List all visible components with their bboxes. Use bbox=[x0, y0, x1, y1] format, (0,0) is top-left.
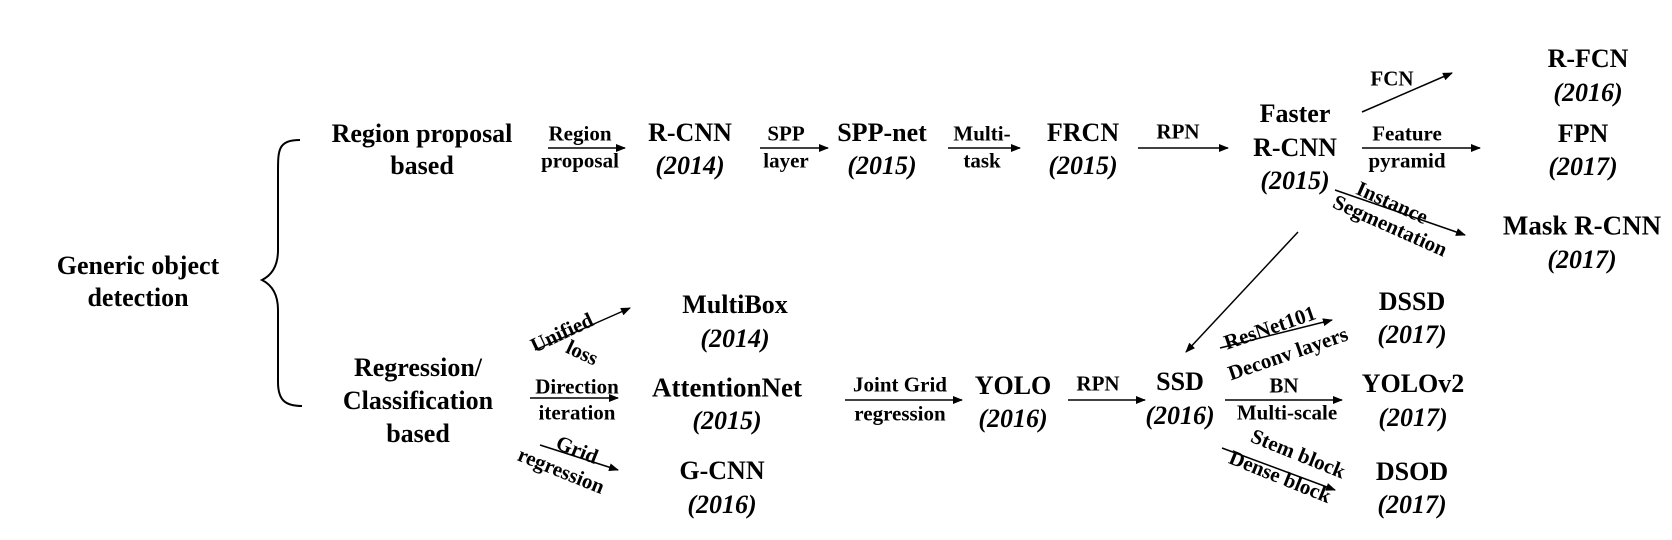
arrow-faster-rcnn-to-ssd bbox=[1185, 231, 1299, 353]
node-multibox-year: (2014) bbox=[700, 324, 770, 353]
edge-label-direction-iteration-line2: iteration bbox=[538, 400, 616, 425]
arrow-unified-loss bbox=[534, 307, 631, 351]
node-yolo-year: (2016) bbox=[978, 404, 1048, 433]
node-rcnn-year: (2014) bbox=[655, 151, 725, 180]
node-dsod-name: DSOD bbox=[1375, 457, 1449, 486]
node-attentionnet-name: AttentionNet bbox=[652, 372, 802, 403]
edge-label-feature-pyramid-line1: Feature bbox=[1372, 121, 1442, 146]
edge-label-feature-pyramid-line2: pyramid bbox=[1368, 148, 1446, 173]
arrow-instance-segmentation bbox=[1334, 189, 1466, 236]
edge-label-multi-task-line2: task bbox=[963, 148, 1001, 173]
edge-label-rpn-bottom: RPN bbox=[1076, 371, 1120, 396]
node-frcn-year: (2015) bbox=[1048, 151, 1118, 180]
node-dssd-year: (2017) bbox=[1377, 320, 1447, 349]
arrow-grid-regression bbox=[539, 444, 619, 472]
node-dsod-year: (2017) bbox=[1377, 490, 1447, 519]
node-faster-rcnn-year: (2015) bbox=[1260, 166, 1330, 195]
node-sppnet-name: SPP-net bbox=[837, 118, 927, 147]
arrow-resnet-deconv bbox=[1219, 318, 1333, 349]
edge-label-joint-grid-regression-line2: regression bbox=[854, 401, 946, 426]
arrow-fcn bbox=[1361, 72, 1453, 113]
node-mask-rcnn-year: (2017) bbox=[1547, 245, 1617, 274]
node-yolov2-year: (2017) bbox=[1378, 403, 1448, 432]
edge-label-fcn: FCN bbox=[1370, 66, 1414, 91]
root-line2: detection bbox=[87, 283, 189, 312]
edge-label-bn: BN bbox=[1269, 373, 1299, 398]
branch-regression-line1: Regression/ bbox=[353, 353, 483, 382]
edge-label-multi-task-line1: Multi- bbox=[953, 121, 1011, 146]
node-fpn-year: (2017) bbox=[1548, 152, 1618, 181]
branch-regression-line3: based bbox=[386, 419, 450, 448]
edge-label-rpn-top: RPN bbox=[1156, 119, 1200, 144]
branch-regression-line2: Classification bbox=[342, 386, 494, 415]
edge-label-direction-iteration-line1: Direction bbox=[535, 374, 619, 399]
node-mask-rcnn-name: Mask R-CNN bbox=[1502, 210, 1662, 241]
edge-label-region-proposal-line1: Region bbox=[548, 121, 612, 146]
node-attentionnet-year: (2015) bbox=[692, 406, 762, 435]
curly-brace bbox=[259, 139, 303, 407]
root-line1: Generic object bbox=[56, 251, 220, 280]
node-fpn-name: FPN bbox=[1557, 119, 1609, 148]
arrow-stem-dense bbox=[1221, 447, 1336, 491]
node-faster-rcnn-line1: Faster bbox=[1259, 99, 1331, 128]
node-faster-rcnn-line2: R-CNN bbox=[1253, 133, 1337, 162]
node-gcnn-year: (2016) bbox=[687, 490, 757, 519]
node-rcnn-name: R-CNN bbox=[648, 118, 732, 147]
node-ssd-name: SSD bbox=[1156, 367, 1204, 396]
edge-label-region-proposal-line2: proposal bbox=[541, 148, 619, 173]
node-dssd-name: DSSD bbox=[1378, 287, 1446, 316]
node-sppnet-year: (2015) bbox=[847, 151, 917, 180]
node-frcn-name: FRCN bbox=[1046, 118, 1120, 147]
edge-label-spp-layer-line2: layer bbox=[763, 148, 809, 173]
node-gcnn-name: G-CNN bbox=[679, 456, 765, 485]
edge-label-spp-layer-line1: SPP bbox=[767, 121, 805, 146]
edge-label-joint-grid-regression-line1: Joint Grid bbox=[853, 372, 947, 397]
edge-label-multi-scale: Multi-scale bbox=[1236, 400, 1338, 425]
node-ssd-year: (2016) bbox=[1145, 401, 1215, 430]
node-multibox-name: MultiBox bbox=[682, 290, 788, 319]
node-rfcn-name: R-FCN bbox=[1547, 44, 1629, 73]
node-rfcn-year: (2016) bbox=[1553, 78, 1623, 107]
node-yolo-name: YOLO bbox=[974, 371, 1052, 400]
node-yolov2-name: YOLOv2 bbox=[1361, 369, 1465, 398]
branch-region-line1: Region proposal bbox=[331, 119, 513, 148]
branch-region-line2: based bbox=[390, 151, 454, 180]
